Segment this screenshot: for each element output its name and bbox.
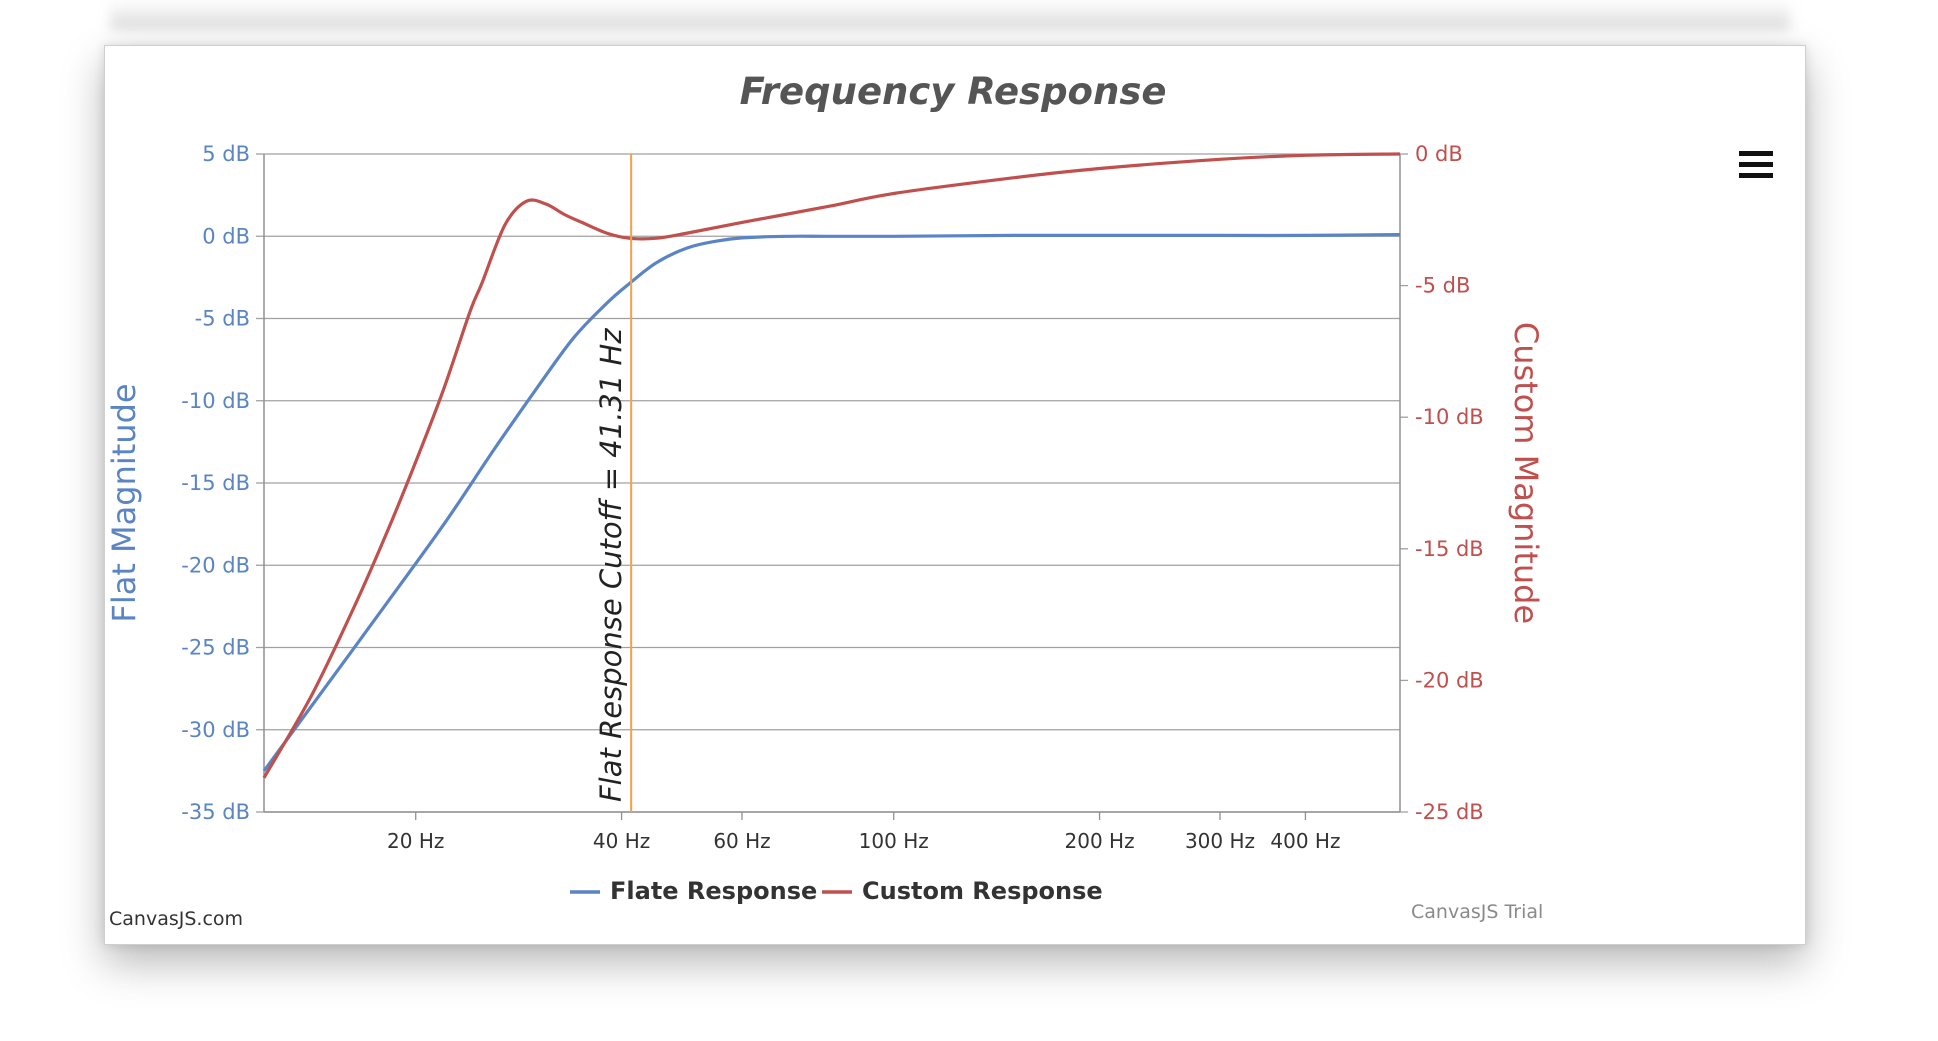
axes: 5 dB 0 dB -5 dB -10 dB -15 dB -20 dB -25 dB -30… (105, 142, 1545, 853)
y-right-tick-label: -20 dB (1415, 668, 1484, 692)
y-left-tick-label: -30 dB (181, 718, 250, 742)
y-right-axis-title: Custom Magnitude (1507, 322, 1545, 624)
legend-label-flate-response: Flate Response (610, 877, 817, 905)
series-line-custom-response (262, 152, 1401, 779)
chart-container: 5 dB 0 dB -5 dB -10 dB -15 dB -20 dB -25 dB -30… (104, 45, 1806, 945)
series-line-flate-response (262, 233, 1401, 772)
legend: Flate Response Custom Response (570, 877, 1103, 905)
annotations: Flat Response Cutoff = 41.31 Hz (594, 154, 633, 812)
y-right-tick-label: -10 dB (1415, 405, 1484, 429)
y-right-tick-label: -25 dB (1415, 800, 1484, 824)
y-left-tick-label: -15 dB (181, 471, 250, 495)
y-left-tick-label: -25 dB (181, 636, 250, 660)
x-tick-label: 400 Hz (1270, 829, 1340, 853)
x-tick-label: 100 Hz (859, 829, 929, 853)
grid-lines (264, 153, 1400, 813)
legend-label-custom-response: Custom Response (862, 877, 1103, 905)
hamburger-menu-icon[interactable] (1739, 148, 1773, 184)
strip-line-label: Flat Response Cutoff = 41.31 Hz (594, 328, 628, 802)
x-tick-label: 300 Hz (1185, 829, 1255, 853)
y-left-tick-label: -35 dB (181, 800, 250, 824)
x-tick-label: 40 Hz (593, 829, 650, 853)
chart-svg: 5 dB 0 dB -5 dB -10 dB -15 dB -20 dB -25 dB -30… (105, 70, 1773, 930)
y-right-tick-label: -15 dB (1415, 537, 1484, 561)
y-left-axis-title: Flat Magnitude (105, 383, 143, 622)
y-left-tick-label: -5 dB (195, 307, 250, 331)
credit-left[interactable]: CanvasJS.com (109, 908, 243, 930)
y-right-tick-label: 0 dB (1415, 142, 1463, 166)
window-shadow (110, 0, 1790, 30)
x-tick-label: 60 Hz (713, 829, 770, 853)
y-left-tick-label: -20 dB (181, 553, 250, 577)
y-right-tick-label: -5 dB (1415, 274, 1470, 298)
credit-right: CanvasJS Trial (1411, 901, 1543, 923)
y-left-tick-label: -10 dB (181, 389, 250, 413)
series (262, 152, 1401, 779)
y-left-tick-label: 5 dB (202, 142, 250, 166)
x-tick-label: 20 Hz (387, 829, 444, 853)
y-left-tick-label: 0 dB (202, 224, 250, 248)
chart-title: Frequency Response (740, 70, 1167, 113)
x-tick-label: 200 Hz (1065, 829, 1135, 853)
